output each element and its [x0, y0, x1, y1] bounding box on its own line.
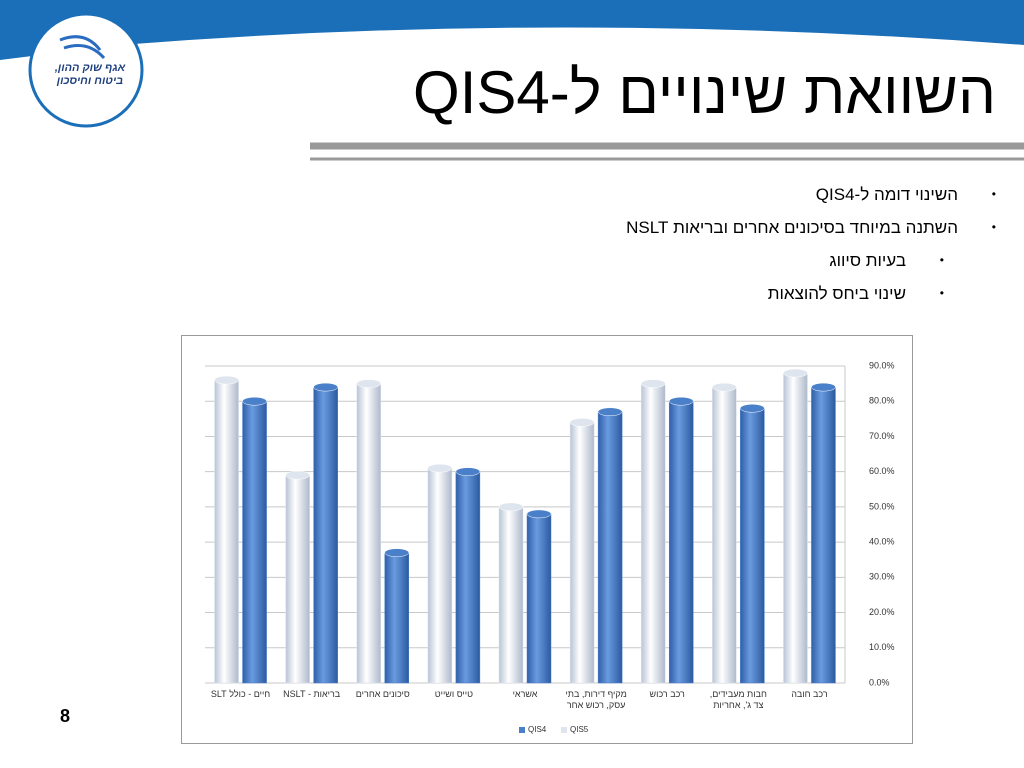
bullet: השתנה במיוחד בסיכונים אחרים ובריאות NSLT [476, 211, 996, 244]
bar [356, 383, 382, 684]
logo-circle [28, 12, 144, 128]
y-tick-label: 30.0% [869, 572, 895, 582]
bar-top [214, 375, 239, 385]
bar [455, 471, 481, 684]
bar-top [427, 463, 453, 473]
logo-icon [59, 35, 106, 60]
bar-top [783, 368, 808, 378]
bar [242, 400, 267, 684]
x-tick-label: בריאות - NSLT [283, 689, 341, 699]
bar [740, 408, 765, 684]
bar [811, 386, 836, 684]
bar [526, 513, 552, 684]
logo-text: אגף שוק ההון, ביטוח וחיסכון [40, 62, 140, 88]
bar-top [384, 548, 410, 557]
bar-top [597, 407, 623, 417]
bullet: בעיות סיווג [476, 244, 996, 277]
bar-top [285, 470, 310, 480]
y-tick-label: 80.0% [869, 396, 895, 406]
bar-top [498, 502, 524, 512]
bar [712, 386, 737, 684]
logo-line: ביטוח וחיסכון [56, 75, 124, 87]
legend-label: QIS4 [528, 725, 547, 734]
x-tick-label: חיים - כולל SLT [210, 689, 271, 699]
bullet-list: השינוי דומה ל-QIS4השתנה במיוחד בסיכונים … [476, 178, 996, 310]
logo-line: אגף שוק ההון, [54, 62, 126, 74]
bar [498, 506, 524, 684]
slide-title: השוואת שינויים ל-QIS4 [413, 59, 996, 126]
bar [783, 372, 808, 684]
bar-top [668, 396, 694, 406]
header-band [0, 0, 1024, 60]
bar [668, 400, 694, 684]
y-tick-label: 10.0% [869, 642, 895, 652]
y-tick-label: 0.0% [869, 677, 890, 687]
y-tick-label: 70.0% [869, 431, 895, 441]
y-tick-label: 20.0% [869, 607, 895, 617]
bar-top [356, 379, 382, 388]
bar-top [242, 396, 267, 406]
x-tick-label: מקיף דירות, בתי עסק, רכוש אחר [565, 689, 627, 710]
bar [640, 383, 666, 684]
bar-top [712, 382, 737, 392]
x-tick-label: רכב חובה [791, 689, 828, 699]
y-tick-label: 50.0% [869, 501, 895, 511]
bar-top [569, 418, 595, 427]
bar-top [526, 509, 552, 519]
x-tick-label: סיכונים אחרים [355, 689, 410, 699]
legend-swatch [519, 727, 525, 733]
bar [214, 379, 239, 684]
chart: 0.0% 10.0% 20.0% 30.0% 40.0% 50.0% 60.0% 70.0% 8… [205, 360, 895, 734]
bar [427, 467, 453, 684]
chart-frame [181, 335, 913, 744]
legend-label: QIS5 [570, 725, 589, 734]
bullet: שינוי ביחס להוצאות [476, 277, 996, 310]
bar-top [640, 379, 666, 388]
page-number: 8 [60, 706, 71, 726]
x-tick-label: רכב רכוש [649, 689, 685, 699]
bar [569, 422, 595, 684]
bar [285, 474, 310, 684]
x-tick-label: טייס ושייט [434, 689, 473, 699]
legend-swatch [561, 727, 567, 733]
y-tick-label: 40.0% [869, 536, 895, 546]
bullet: השינוי דומה ל-QIS4 [476, 178, 996, 211]
bar [597, 411, 623, 684]
y-tick-label: 60.0% [869, 466, 895, 476]
y-tick-label: 90.0% [869, 360, 895, 370]
bar [313, 386, 338, 684]
bar [384, 552, 410, 684]
bar-top [811, 382, 836, 392]
bar-top [455, 467, 481, 476]
x-tick-label: אשראי [512, 689, 538, 699]
x-tick-label: חבות מעבידים, צד ג', אחריות [709, 689, 767, 710]
bar-top [740, 404, 765, 413]
bar-top [313, 382, 338, 392]
slide-background [0, 0, 1024, 161]
